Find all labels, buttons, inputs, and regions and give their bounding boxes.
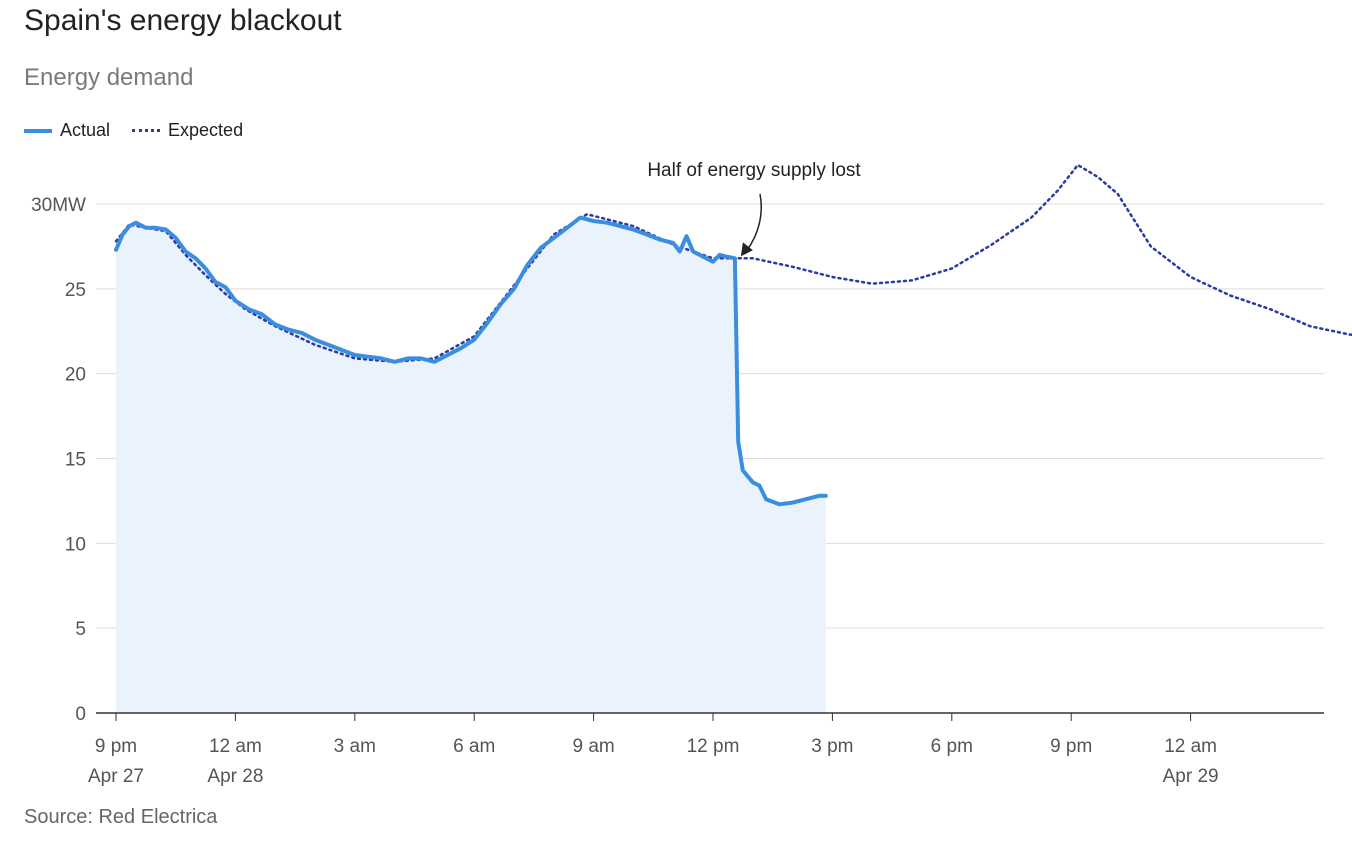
- x-tick-sublabel: Apr 29: [1163, 766, 1219, 787]
- x-axis-ticks: 9 pm Apr 27 12 am Apr 28 3 am 6 am 9 am 12 pm 3 …: [88, 713, 1219, 787]
- annotation-arrowhead: [740, 242, 753, 257]
- legend: Actual Expected: [24, 120, 265, 141]
- legend-label-expected: Expected: [168, 120, 244, 140]
- legend-item-actual: Actual: [24, 120, 110, 141]
- series-lines: [114, 163, 1352, 507]
- annotation-label: Half of energy supply lost: [647, 160, 861, 181]
- series-line-expected: [114, 163, 1352, 364]
- legend-swatch-actual: [24, 128, 52, 133]
- x-tick-label: 9 pm: [95, 736, 137, 757]
- y-tick-label: 25: [65, 280, 86, 301]
- y-tick-label: 20: [65, 365, 86, 386]
- x-tick-label: 3 am: [334, 736, 376, 757]
- y-tick-label: 0: [75, 704, 86, 725]
- y-tick-label: 30MW: [31, 195, 86, 216]
- y-axis-ticks: 0 5 10 15 20 25 30MW: [31, 195, 86, 725]
- series-line-actual: [114, 215, 828, 507]
- x-tick-sublabel: Apr 28: [207, 766, 263, 787]
- source-note: Source: Red Electrica: [24, 806, 218, 828]
- y-tick-label: 10: [65, 534, 86, 555]
- legend-label-actual: Actual: [60, 120, 111, 140]
- x-tick-label: 12 am: [209, 736, 262, 757]
- x-tick-label: 12 pm: [687, 736, 740, 757]
- annotation-arrow-line: [746, 193, 762, 251]
- x-tick-label: 6 am: [453, 736, 495, 757]
- x-tick-sublabel: Apr 27: [88, 766, 144, 787]
- x-tick-label: 3 pm: [811, 736, 853, 757]
- x-tick-label: 12 am: [1164, 736, 1217, 757]
- chart-subtitle: Energy demand: [24, 64, 194, 91]
- legend-swatch-expected: [132, 129, 161, 132]
- y-tick-label: 5: [75, 619, 86, 640]
- x-tick-label: 9 am: [572, 736, 614, 757]
- chart-title: Spain's energy blackout: [24, 4, 342, 37]
- x-tick-label: 9 pm: [1050, 736, 1092, 757]
- annotation-layer: Half of energy supply lost: [647, 160, 861, 257]
- y-tick-label: 15: [65, 450, 86, 471]
- actual-area-layer: [116, 217, 826, 713]
- x-tick-label: 6 pm: [931, 736, 973, 757]
- actual-area: [116, 217, 826, 713]
- legend-item-expected: Expected: [132, 120, 243, 141]
